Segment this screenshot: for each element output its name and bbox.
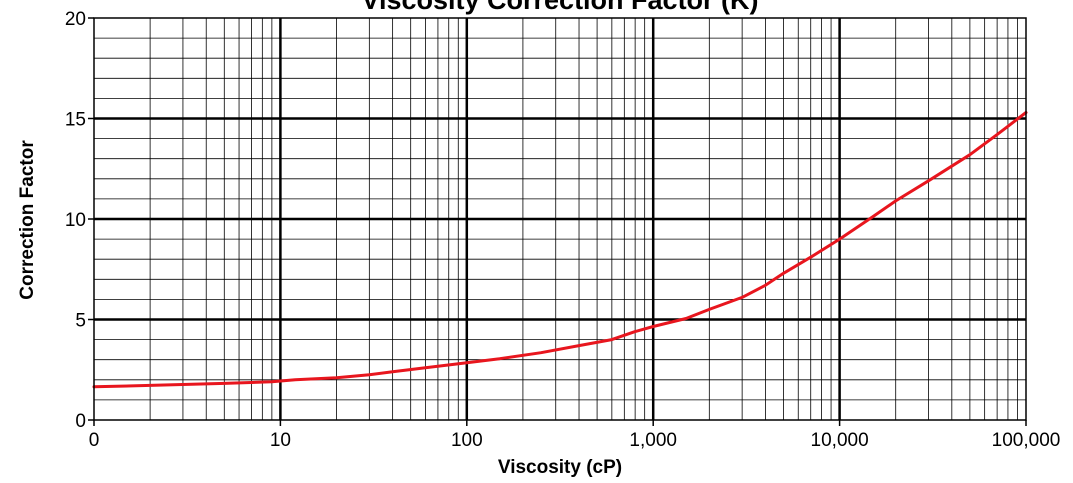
x-tick-label: 100,000 [992,430,1061,451]
x-tick-label: 100 [451,430,483,451]
x-tick-label: 10,000 [811,430,869,451]
y-tick-label: 15 [65,110,86,131]
x-tick-labels: 0 10 100 1,000 10,000 100,000 [89,420,1061,451]
y-tick-labels: 0 5 10 15 20 [65,9,94,432]
x-tick-label: 0 [89,430,100,451]
y-tick-label: 10 [65,210,86,231]
y-axis-title: Correction Factor [17,140,38,300]
x-tick-label: 10 [270,430,291,451]
series-line [92,111,1028,389]
x-tick-label: 1,000 [629,430,677,451]
chart-title: Viscosity Correction Factor (K) [361,0,758,15]
y-tick-label: 5 [75,311,86,332]
x-axis-title: Viscosity (cP) [498,457,622,478]
y-tick-label: 0 [75,411,86,432]
y-tick-label: 20 [65,9,86,30]
